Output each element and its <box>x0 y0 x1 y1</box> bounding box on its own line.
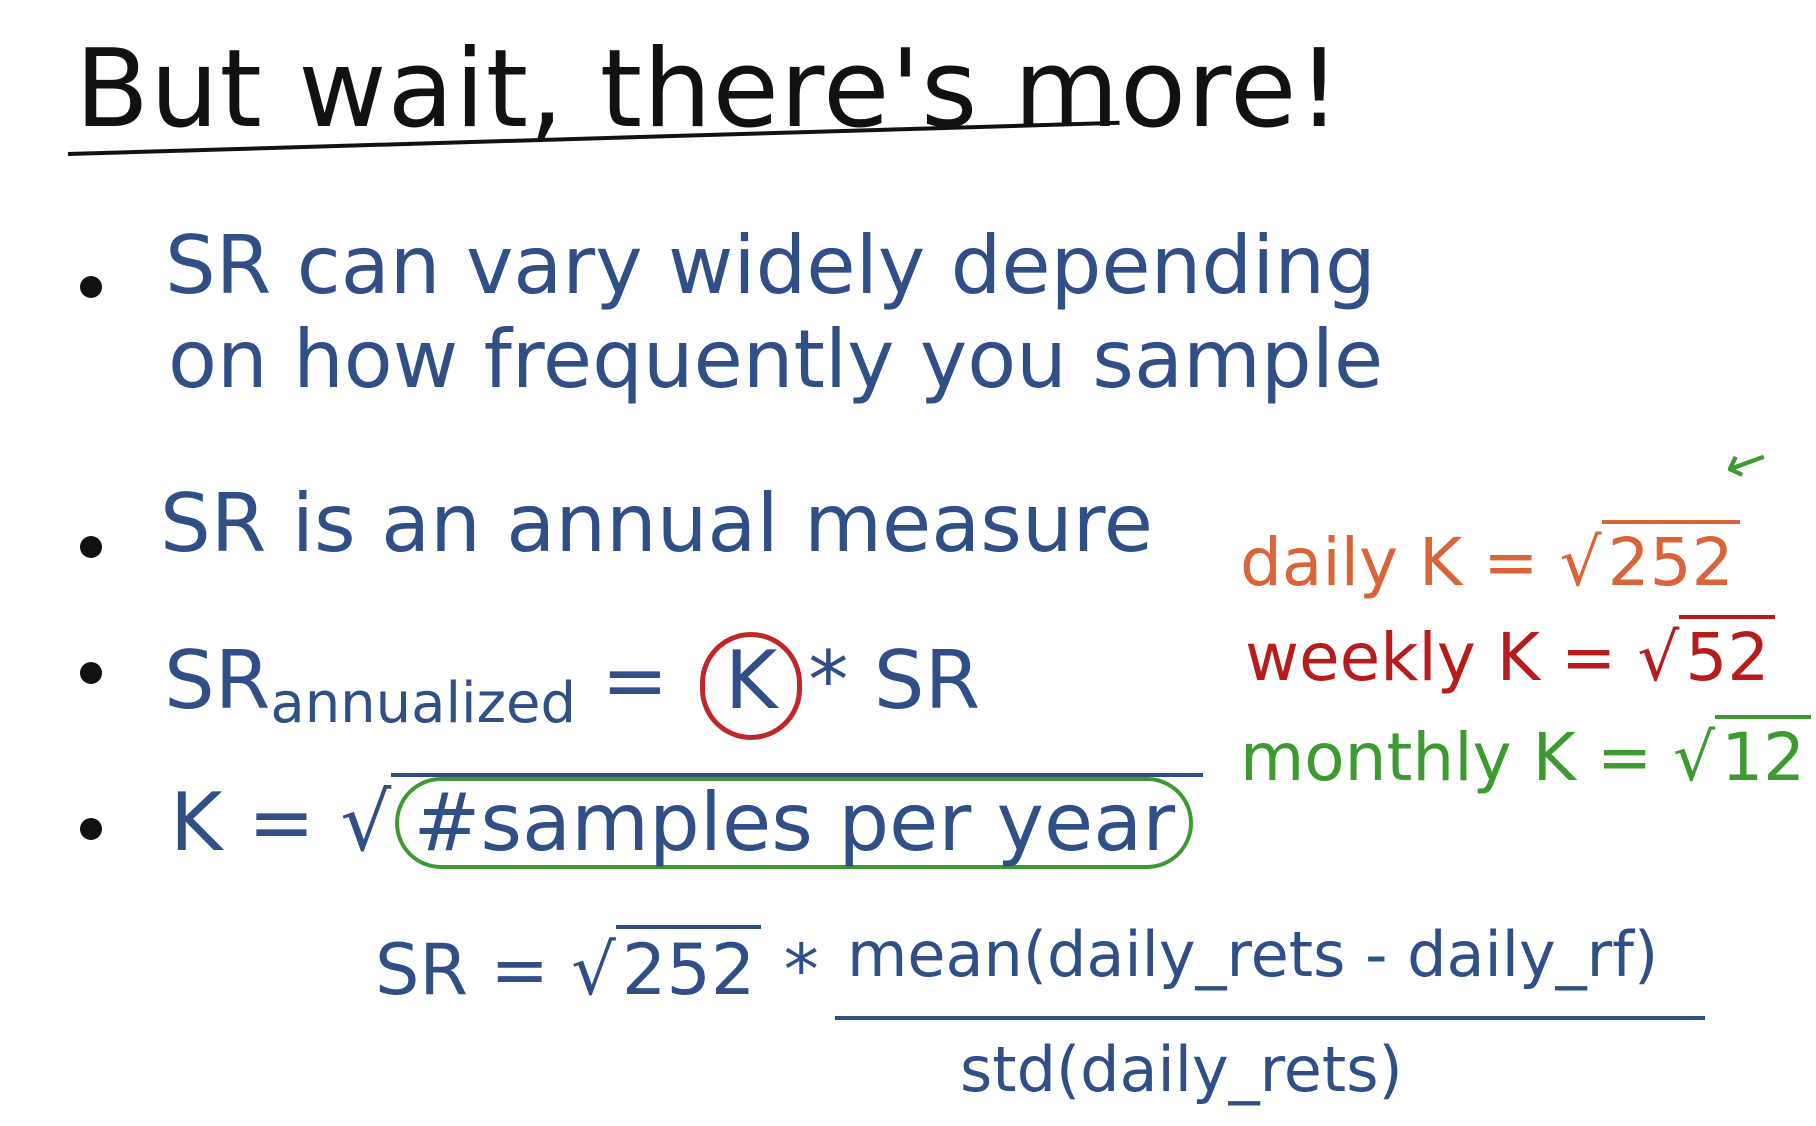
daily-k-label: daily K = √ <box>1240 524 1602 601</box>
fraction-bar <box>835 1016 1705 1020</box>
bullet-dot <box>80 662 102 684</box>
daily-k-note: daily K = √252 <box>1240 520 1740 601</box>
bullet-1-line-1: SR can vary widely depending <box>165 219 1376 312</box>
fraction-denominator: std(daily_rets) <box>960 1033 1403 1106</box>
monthly-k-note: monthly K = √12 <box>1240 715 1812 796</box>
weekly-k-value: 52 <box>1679 615 1776 696</box>
bullet-3: SRannualized = K * SR <box>164 632 980 740</box>
monthly-k-label: monthly K = √ <box>1240 719 1716 796</box>
sr-label: SR <box>164 634 271 727</box>
fraction-numerator: mean(daily_rets - daily_rf) <box>847 918 1659 991</box>
bullet-1-line-2: on how frequently you sample <box>168 313 1384 406</box>
bullet-2: SR is an annual measure <box>160 477 1154 570</box>
weekly-k-label: weekly K = √ <box>1245 619 1680 696</box>
circled-k: K <box>699 632 803 740</box>
formula-sqrt-arg: 252 <box>615 925 762 1011</box>
bullet-dot <box>80 536 102 558</box>
check-arrow-icon: ↙ <box>1714 425 1780 499</box>
k-equals-sqrt: K = √ <box>170 776 392 869</box>
samples-per-year-circled: #samples per year <box>395 777 1194 869</box>
formula-times: * <box>761 929 819 1011</box>
daily-k-value: 252 <box>1601 520 1740 601</box>
bullet-dot <box>80 818 102 840</box>
sqrt-radicand: #samples per year <box>391 773 1204 869</box>
monthly-k-value: 12 <box>1715 715 1812 796</box>
annualized-subscript: annualized <box>270 671 576 736</box>
equals-sign: = <box>576 634 694 727</box>
formula-lhs: SR = √ <box>375 929 616 1011</box>
weekly-k-note: weekly K = √52 <box>1245 615 1776 696</box>
times-sr: * SR <box>808 634 981 727</box>
bullet-dot <box>80 276 102 298</box>
sharpe-formula-lhs: SR = √252 * <box>375 925 819 1011</box>
bullet-4: K = √ #samples per year <box>170 773 1204 869</box>
page-title: But wait, there's more! <box>75 27 1342 152</box>
